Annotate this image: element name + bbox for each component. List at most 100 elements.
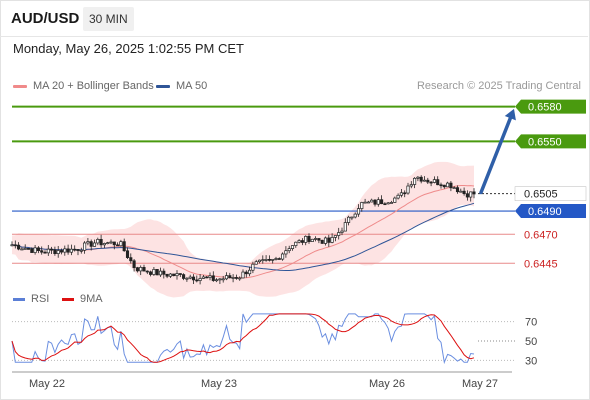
candle-body <box>241 271 245 279</box>
legend-ma20-swatch <box>13 84 27 88</box>
candle-body <box>254 261 258 265</box>
candle-body <box>327 237 331 243</box>
legend-9ma-swatch <box>62 297 74 301</box>
projection-arrow-head <box>504 108 516 121</box>
time-label: May 26 <box>369 378 405 390</box>
candle-body <box>380 199 384 205</box>
candle-body <box>89 241 93 247</box>
candle-body <box>162 270 166 275</box>
level-0-6550-label: 0.6550 <box>528 136 562 148</box>
candle-body <box>198 278 202 281</box>
candle-body <box>132 260 136 269</box>
candle-body <box>370 199 374 203</box>
candle-body <box>152 269 156 275</box>
candle-body <box>109 241 113 244</box>
candle-body <box>56 250 60 255</box>
projection-arrow-shaft <box>479 116 513 195</box>
candle-body <box>396 194 400 199</box>
candle-body <box>399 192 403 196</box>
level-0-6470-label: 0.6470 <box>524 229 558 241</box>
candle-body <box>314 238 318 240</box>
candle-body <box>277 258 281 260</box>
candle-body <box>251 263 255 271</box>
legend-rsi: RSI <box>13 293 49 305</box>
candle-body <box>376 199 380 205</box>
candle-body <box>129 257 133 262</box>
candle-body <box>125 250 130 258</box>
candle-body <box>175 273 179 277</box>
candle-body <box>228 275 232 279</box>
candle-body <box>231 277 235 279</box>
timeframe-badge[interactable]: 30 MIN <box>83 7 134 31</box>
candle-body <box>422 179 427 182</box>
candle-body <box>211 275 215 281</box>
candle-body <box>63 248 67 253</box>
rsi-ma-line <box>11 313 475 363</box>
candle-body <box>284 250 288 255</box>
candle-body <box>419 176 423 182</box>
candle-body <box>403 192 407 195</box>
candle-body <box>287 248 291 252</box>
candle-body <box>30 248 34 253</box>
candle-body <box>119 241 123 247</box>
legend-9ma: 9MA <box>62 293 103 305</box>
rsi-tick-70: 70 <box>525 317 537 329</box>
candle-body <box>333 235 337 238</box>
ma50-line <box>11 202 475 271</box>
candle-body <box>323 237 328 244</box>
candle-body <box>386 202 390 205</box>
candle-body <box>320 239 324 244</box>
candle-body <box>366 201 370 204</box>
candle-body <box>347 216 351 223</box>
candle-body <box>465 193 469 198</box>
candle-body <box>436 179 440 186</box>
time-axis-layer: May 22 May 23 May 26 May 27 <box>12 371 512 390</box>
chart-header: AUD/USD 30 MIN <box>0 0 588 37</box>
candle-body <box>112 241 116 246</box>
level-0-6580-tag <box>515 99 586 114</box>
candle-body <box>43 251 47 254</box>
candle-body <box>224 275 229 280</box>
legend-ma20: MA 20 + Bollinger Bands <box>13 80 154 92</box>
level-0-6490-tag <box>515 204 586 219</box>
candle-body <box>13 244 17 247</box>
candle-body <box>191 276 196 281</box>
candle-body <box>337 232 341 236</box>
candle-body <box>33 247 37 253</box>
legend-ma20-label: MA 20 + Bollinger Bands <box>33 80 154 92</box>
candle-body <box>459 190 463 193</box>
candle-body <box>83 242 87 251</box>
candle-body <box>294 241 298 246</box>
candle-body <box>139 267 143 272</box>
candle-body <box>96 239 100 244</box>
candle-body <box>360 202 364 209</box>
candle-body <box>307 235 311 242</box>
candle-body <box>429 181 433 184</box>
candle-body <box>274 258 278 260</box>
candle-body <box>469 191 473 198</box>
candle-body <box>413 177 417 185</box>
candle-body <box>40 250 44 253</box>
candle-body <box>155 269 159 276</box>
rsi-line <box>11 313 475 365</box>
candles-layer <box>10 175 476 285</box>
candle-body <box>106 242 110 244</box>
candle-body <box>261 259 265 262</box>
candle-body <box>373 199 377 205</box>
candle-body <box>353 213 357 218</box>
candle-body <box>208 275 212 278</box>
legend-ma50: MA 50 <box>156 80 207 92</box>
candle-body <box>462 190 466 195</box>
candle-body <box>99 239 103 246</box>
candle-body <box>446 182 450 188</box>
time-label: May 23 <box>201 378 237 390</box>
candle-body <box>393 197 397 203</box>
candle-body <box>340 230 344 233</box>
candle-body <box>36 247 40 252</box>
candle-body <box>455 187 460 193</box>
level-0-6445-label: 0.6445 <box>524 258 558 270</box>
candle-body <box>449 182 453 189</box>
candle-body <box>452 187 456 189</box>
candle-body <box>195 279 199 282</box>
